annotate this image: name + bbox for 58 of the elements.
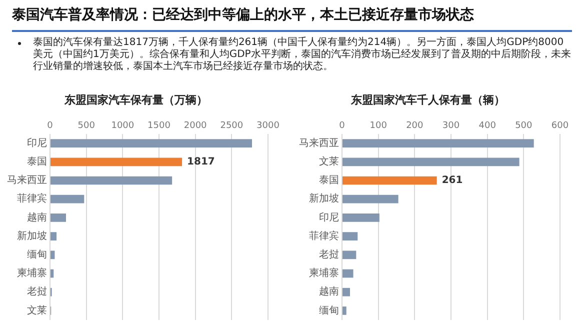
y-tick-label: 菲律宾 bbox=[17, 192, 47, 205]
y-tick-label: 泰国 bbox=[27, 156, 47, 168]
text: 泰国的汽车保有量达1817万辆，千人保有量约261辆（中国千人保有量约为214辆）。另一方面，泰国人均GDP约8000美元（中国约1万美元）。综合保有量和人均GDP水平判断，泰国的汽车消费市场已经发展到了普及期的中后期阶段，未来行业销量的增速较低，泰国本土汽车市场已经接近存量市场的状态。 bbox=[33, 37, 572, 73]
text: 泰国汽车普及率情况：已经达到中等偏上的水平，本土已接近存量市场状态 bbox=[12, 6, 572, 32]
y-tick-label: 缅甸 bbox=[27, 248, 47, 260]
x-tick-label: 1500 bbox=[148, 120, 171, 131]
bar bbox=[342, 232, 358, 240]
x-tick-label: 500 bbox=[78, 120, 96, 131]
chart-title: 东盟国家汽车保有量（万辆） bbox=[64, 93, 208, 106]
y-tick-label: 马来西亚 bbox=[7, 174, 47, 186]
y-tick-label: 印尼 bbox=[319, 211, 339, 224]
bar bbox=[342, 194, 398, 204]
y-tick-label: 新加坡 bbox=[17, 230, 47, 242]
y-tick-label: 缅甸 bbox=[319, 304, 339, 316]
bar bbox=[50, 232, 57, 240]
bar bbox=[342, 139, 534, 148]
bar bbox=[342, 250, 356, 260]
bar bbox=[50, 250, 55, 260]
x-tick-label: 0 bbox=[339, 120, 346, 131]
x-tick-label: 200 bbox=[406, 120, 424, 131]
y-tick-label: 老挝 bbox=[27, 286, 47, 298]
x-tick-label: 2000 bbox=[184, 120, 208, 131]
y-tick-label: 文莱 bbox=[27, 304, 47, 316]
x-tick-label: 400 bbox=[478, 120, 496, 131]
data-label: 1817 bbox=[187, 156, 215, 168]
bar bbox=[50, 269, 54, 278]
y-tick-label: 越南 bbox=[27, 211, 47, 224]
x-tick-label: 100 bbox=[370, 120, 388, 131]
x-tick-label: 1000 bbox=[111, 120, 134, 131]
bar bbox=[342, 306, 346, 315]
bar bbox=[342, 176, 437, 185]
x-tick-label: 600 bbox=[551, 120, 569, 131]
bar bbox=[50, 194, 84, 204]
y-tick-label: 菲律宾 bbox=[309, 230, 339, 242]
bar bbox=[50, 176, 172, 185]
bar bbox=[50, 139, 252, 148]
x-tick-label: 2500 bbox=[220, 120, 244, 131]
x-tick-label: 3000 bbox=[256, 120, 280, 131]
x-tick-label: 0 bbox=[47, 120, 54, 131]
y-tick-label: 印尼 bbox=[27, 136, 47, 149]
chart-title: 东盟国家汽车千人保有量（辆） bbox=[350, 93, 505, 106]
bar bbox=[342, 269, 354, 278]
y-tick-label: 柬埔寨 bbox=[309, 267, 339, 280]
y-tick-label: 老挝 bbox=[319, 248, 339, 260]
bar bbox=[342, 158, 520, 166]
y-tick-label: 越南 bbox=[319, 286, 339, 298]
y-tick-label: 新加坡 bbox=[309, 192, 339, 205]
y-tick-label: 柬埔寨 bbox=[17, 267, 47, 280]
y-tick-label: 马来西亚 bbox=[299, 136, 339, 149]
x-tick-label: 300 bbox=[442, 120, 460, 131]
bar bbox=[50, 214, 66, 222]
bar bbox=[342, 214, 380, 222]
y-tick-label: 文莱 bbox=[319, 155, 339, 168]
x-tick-label: 500 bbox=[515, 120, 533, 131]
y-tick-label: 泰国 bbox=[319, 175, 339, 186]
data-label: 261 bbox=[442, 175, 463, 186]
bar bbox=[50, 158, 182, 166]
bar bbox=[342, 288, 350, 296]
